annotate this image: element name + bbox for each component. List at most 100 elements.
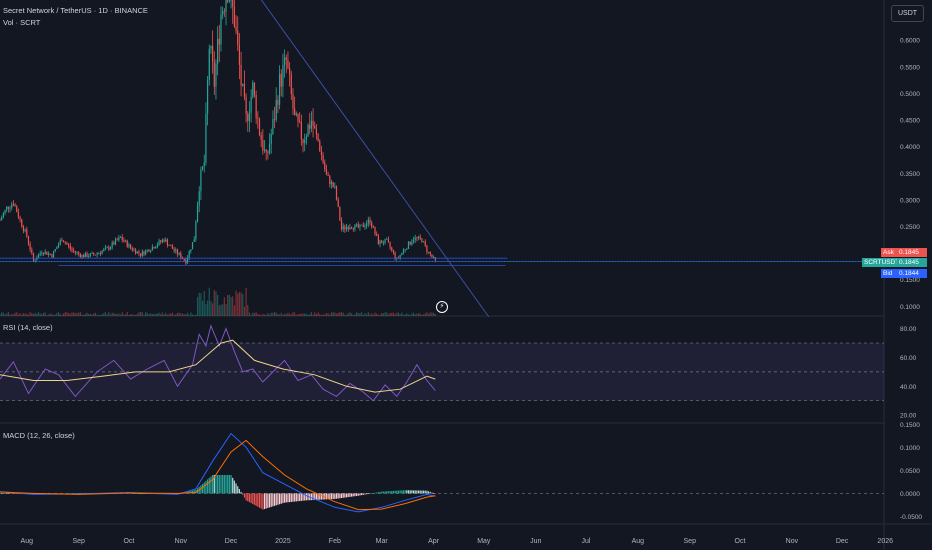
candle-body [143, 251, 145, 255]
macd-histogram-bar [394, 490, 396, 494]
candle-body [374, 226, 376, 235]
volume-bar [275, 312, 277, 316]
macd-histogram-bar [267, 493, 269, 508]
candle-body [150, 250, 152, 252]
volume-bar [104, 312, 107, 316]
volume-bar [242, 293, 244, 316]
macd-histogram-bar [12, 493, 14, 495]
macd-histogram-bar [6, 493, 8, 494]
volume-bar [228, 294, 230, 316]
volume-bar [278, 314, 281, 316]
volume-bar [292, 312, 294, 316]
volume-bar [31, 313, 33, 316]
volume-bar [397, 312, 400, 316]
macd-histogram-bar [74, 493, 76, 494]
candle-body [56, 247, 58, 250]
x-tick-label: Aug [21, 538, 34, 545]
volume-bar [366, 314, 368, 316]
volume-bar [377, 314, 379, 316]
candle-body [165, 239, 167, 242]
macd-histogram-bar [220, 474, 222, 494]
macd-histogram-bar [406, 490, 408, 494]
macd-histogram-bar [399, 490, 401, 494]
macd-histogram-bar [414, 490, 416, 494]
candle-body [377, 235, 379, 245]
candle-body [320, 150, 323, 156]
volume-bar [406, 313, 408, 316]
currency-button[interactable]: USDT [891, 5, 924, 22]
macd-histogram-bar [252, 493, 254, 505]
candle-body [129, 244, 132, 248]
macd-histogram-bar [335, 493, 338, 499]
volume-bar [362, 314, 364, 316]
rsi-legend: RSI (14, close) [3, 323, 53, 332]
macd-histogram-bar [345, 493, 348, 498]
lightning-icon[interactable]: ⚡ [436, 301, 448, 313]
volume-bar [289, 313, 291, 316]
volume-bar [99, 314, 102, 316]
candle-body [91, 253, 93, 254]
macd-histogram-bar [330, 493, 333, 500]
macd-histogram-bar [272, 493, 274, 507]
candle-body [287, 59, 289, 68]
volume-bar [347, 313, 349, 316]
volume-bar [364, 312, 366, 316]
candle-body [47, 253, 50, 255]
candle-body [232, 0, 234, 7]
volume-bar [78, 312, 80, 316]
candle-body [294, 108, 296, 116]
candle-body [49, 253, 51, 255]
volume-bar [186, 312, 189, 316]
volume-bar [396, 312, 398, 316]
candle-body [178, 253, 180, 255]
candle-body [270, 133, 272, 145]
macd-histogram-bar [222, 474, 224, 494]
volume-bar [354, 314, 356, 316]
volume-bar [248, 312, 251, 316]
candle-body [158, 240, 160, 245]
y-tick-label: 0.4500 [900, 118, 920, 125]
macd-histogram-bar [357, 493, 359, 496]
candle-body [96, 253, 98, 255]
macd-histogram-bar [265, 493, 267, 509]
macd-histogram-bar [392, 490, 395, 494]
volume-bar [208, 287, 210, 316]
candle-body [289, 67, 291, 75]
volume-bar [47, 314, 50, 316]
candle-body [371, 222, 373, 227]
candle-body [103, 249, 105, 251]
volume-bar [141, 312, 143, 316]
volume-bar [201, 300, 204, 316]
volume-bar [26, 313, 28, 316]
volume-bar [361, 312, 363, 316]
macd-histogram-bar [424, 490, 426, 494]
volume-bar [34, 312, 36, 316]
candle-body [27, 236, 30, 244]
macd-histogram-bar [431, 492, 433, 494]
candle-body [258, 118, 261, 135]
volume-bar [417, 313, 420, 316]
volume-bar [170, 313, 172, 316]
candle-body [126, 240, 128, 247]
volume-bar [37, 312, 40, 316]
volume-bar [225, 304, 227, 316]
macd-histogram-bar [384, 491, 386, 494]
candle-body [54, 249, 56, 252]
candle-body [206, 80, 209, 114]
volume-bar [118, 313, 120, 316]
volume-bar [135, 314, 137, 316]
macd-histogram-bar [416, 490, 418, 494]
candle-body [196, 205, 199, 222]
candle-body [135, 249, 137, 254]
volume-bar [272, 312, 274, 316]
macd-histogram-bar [1, 493, 3, 494]
macd-histogram-bar [145, 493, 147, 495]
volume-bar [337, 312, 339, 316]
candle-body [255, 94, 257, 118]
candle-body [66, 242, 68, 245]
macd-histogram-bar [300, 493, 302, 501]
candle-body [29, 243, 31, 250]
rsi-tick-label: 80.00 [900, 326, 917, 333]
macd-histogram-bar [16, 493, 18, 495]
